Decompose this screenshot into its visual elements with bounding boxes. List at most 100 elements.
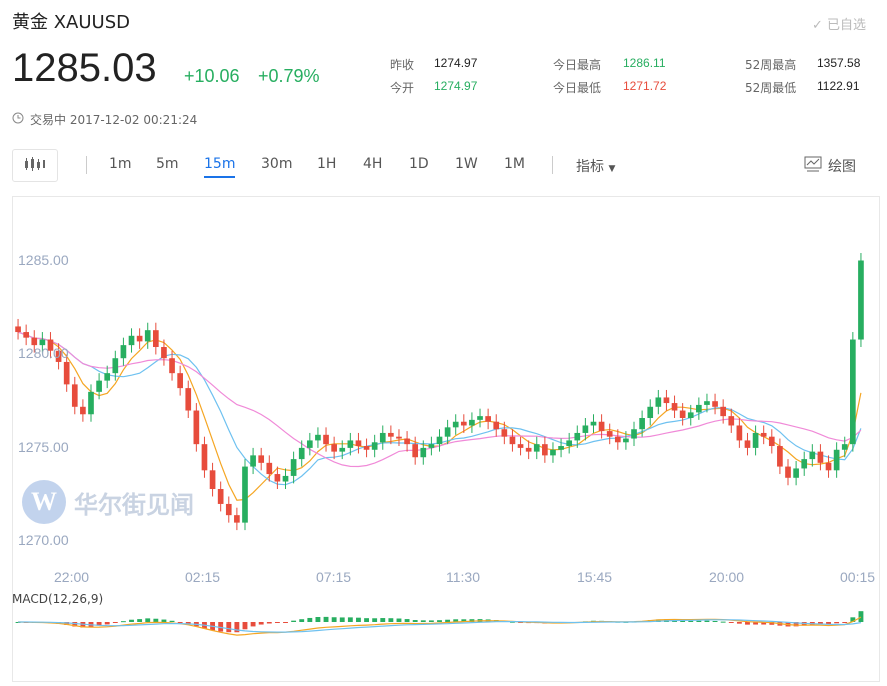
macd-histogram-bar [266,622,272,624]
candle-body [128,335,135,346]
macd-histogram-bar [274,622,280,623]
candle-body [477,416,483,420]
period-tab-30m[interactable]: 30m [261,156,293,172]
candle-body [663,397,670,404]
macd-histogram-bar [396,618,402,622]
watchlist-toggle[interactable]: ✓ 已自选 [812,18,867,33]
day-low-value: 1271.72 [623,79,667,93]
macd-histogram-bar [331,617,337,622]
period-tab-15m[interactable]: 15m [204,156,236,178]
candle-body [298,447,305,460]
macd-histogram-bar [461,619,467,622]
macd-histogram-bar [177,622,183,623]
candle-body [801,459,808,469]
candle-body [290,459,297,476]
candle-body [250,455,256,467]
macd-histogram-bar [129,619,134,622]
period-tab-1m[interactable]: 1M [504,156,525,172]
candle-body [704,401,710,405]
macd-histogram-bar [250,622,256,627]
w52-low-value: 1122.91 [817,79,860,93]
toolbar-divider [86,156,87,174]
macd-histogram-bar [761,622,767,625]
candle-body [469,419,475,426]
candle-body [533,444,540,452]
macd-histogram-bar [817,622,823,625]
candle-body [420,447,427,458]
candle-body [193,410,200,445]
macd-histogram-bar [420,620,426,622]
candle-body [15,326,21,333]
x-tick-label: 11:30 [446,569,480,585]
macd-histogram-bar [728,622,734,623]
candle-body [363,446,370,450]
last-price: 1285.03 [12,46,157,90]
candle-body [31,337,38,346]
x-tick-label: 22:00 [54,569,90,585]
macd-histogram-bar [380,618,386,622]
macd-histogram-bar [299,619,305,622]
candle-body [696,404,702,413]
macd-histogram-bar [169,620,175,622]
x-tick-label: 00:15 [840,569,876,585]
macd-histogram-bar [428,620,434,622]
candle-body [590,421,597,426]
candle-body [639,418,645,430]
candle-body [728,416,735,426]
macd-histogram-bar [736,622,742,624]
period-tab-1m[interactable]: 1m [109,156,132,172]
day-low-label: 今日最低 [553,81,602,95]
candle-body [388,432,394,437]
candle-body [88,391,94,415]
watermark-logo-icon: W [22,480,66,524]
macd-histogram-bar [793,622,799,627]
candle-body [274,474,281,482]
candle-body [485,416,491,422]
y-tick-label: 1270.00 [18,532,69,549]
macd-histogram-bar [712,620,718,622]
indicator-menu[interactable]: 指标 ▼ [576,156,615,176]
candle-body [606,431,613,437]
candle-body [793,468,799,478]
candle-body [258,455,265,463]
open-value: 1274.97 [434,79,478,93]
candle-body [631,429,637,439]
draw-button[interactable]: 绘图 [804,156,856,176]
candle-body [396,436,402,439]
macd-histogram-bar [104,622,110,625]
period-tab-5m[interactable]: 5m [156,156,179,172]
macd-histogram-bar [437,620,442,622]
toolbar-divider [552,156,553,174]
macd-histogram-bar [834,622,840,624]
candle-body [347,440,354,448]
candle-body [428,444,435,448]
macd-histogram-bar [769,622,775,625]
candle-body [209,470,216,489]
period-tab-1w[interactable]: 1W [455,156,478,172]
macd-histogram-bar [242,622,248,630]
watermark-text: 华尔街见闻 [74,490,194,519]
candle-body [339,447,346,452]
watermark: W 华尔街见闻 [22,480,194,524]
chart-area[interactable] [12,196,880,682]
candle-body [266,462,273,475]
macd-histogram-bar [120,621,126,623]
macd-histogram-bar [364,618,369,622]
macd-histogram-bar [72,622,78,627]
chart-type-button[interactable] [12,149,58,182]
macd-histogram-bar [347,617,353,622]
candle-body [306,440,313,448]
macd-histogram-bar [696,620,702,622]
period-tab-4h[interactable]: 4H [363,156,383,172]
period-tab-1d[interactable]: 1D [409,156,429,172]
period-tab-1h[interactable]: 1H [317,156,337,172]
macd-histogram-bar [745,622,750,625]
candle-body [760,432,767,437]
candle-body [736,425,743,441]
macd-histogram-bar [283,622,288,623]
macd-histogram-bar [688,620,694,622]
y-tick-label: 1280.00 [18,345,69,362]
macd-histogram-bar [510,621,515,623]
candle-body [647,406,654,418]
